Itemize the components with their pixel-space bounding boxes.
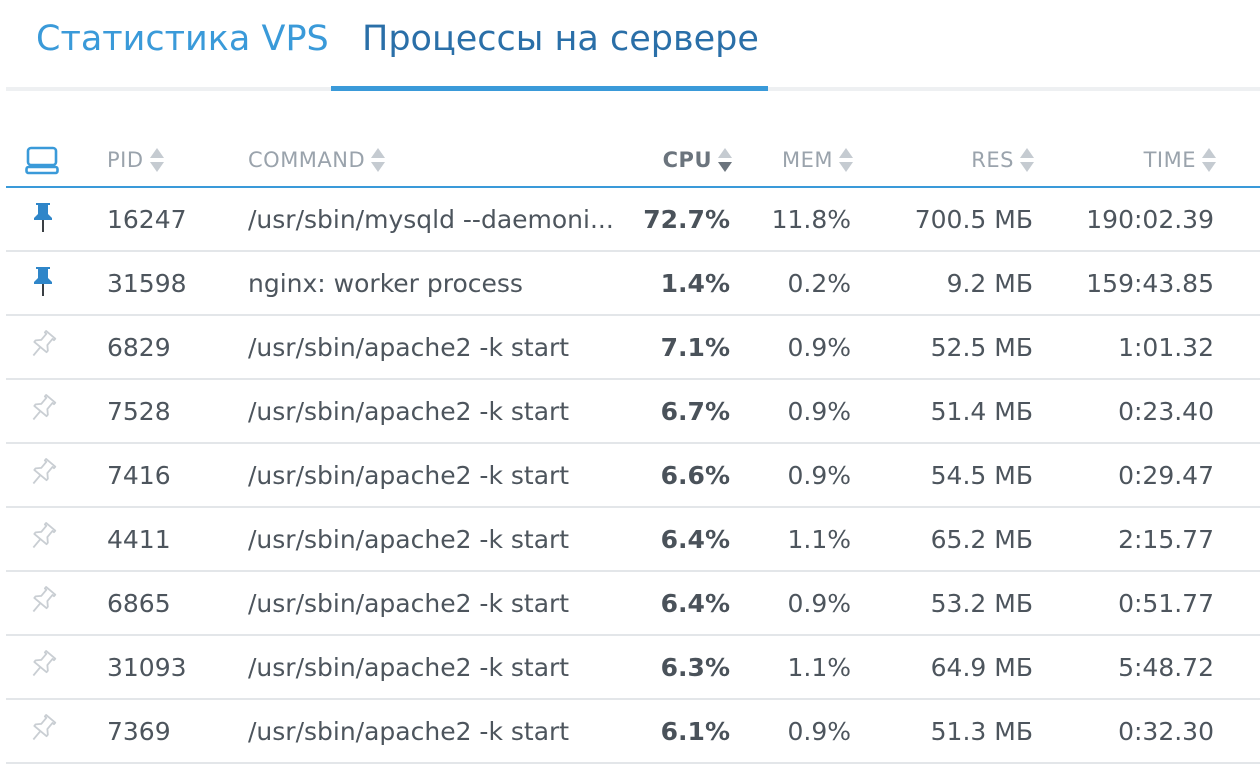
cell-mem: 0.9% bbox=[787, 333, 851, 362]
cell-pid: 16247 bbox=[107, 205, 187, 234]
cell-cpu: 6.4% bbox=[660, 525, 730, 554]
column-header-mem[interactable]: MEM bbox=[782, 146, 853, 174]
cell-mem: 0.9% bbox=[787, 717, 851, 746]
cell-time: 0:29.47 bbox=[1118, 461, 1214, 490]
cell-time: 0:51.77 bbox=[1118, 589, 1214, 618]
column-header-pid[interactable]: PID bbox=[107, 146, 164, 174]
cell-time: 159:43.85 bbox=[1086, 269, 1214, 298]
column-header-res-label: RES bbox=[971, 148, 1014, 172]
cell-pid: 7528 bbox=[107, 397, 171, 426]
cell-res: 65.2 МБ bbox=[930, 525, 1033, 554]
cell-time: 5:48.72 bbox=[1118, 653, 1214, 682]
cell-res: 9.2 МБ bbox=[946, 269, 1033, 298]
cell-mem: 0.9% bbox=[787, 589, 851, 618]
table-row[interactable]: 4411/usr/sbin/apache2 -k start 6.4% 1.1% 65… bbox=[6, 508, 1260, 572]
cell-mem: 11.8% bbox=[771, 205, 851, 234]
cell-time: 190:02.39 bbox=[1086, 205, 1214, 234]
pin-filled-icon[interactable] bbox=[28, 264, 58, 300]
cell-mem: 0.2% bbox=[787, 269, 851, 298]
cell-cpu: 1.4% bbox=[660, 269, 730, 298]
pin-outline-icon[interactable] bbox=[28, 712, 58, 748]
sort-desc-icon bbox=[718, 147, 732, 173]
pin-outline-icon[interactable] bbox=[28, 648, 58, 684]
process-table-body: 16247/usr/sbin/mysqld --daemoni... 72.7% 1… bbox=[6, 188, 1260, 764]
cell-mem: 1.1% bbox=[787, 653, 851, 682]
cell-time: 2:15.77 bbox=[1118, 525, 1214, 554]
active-tab-indicator bbox=[331, 86, 768, 91]
pin-outline-icon[interactable] bbox=[28, 520, 58, 556]
column-header-command-label: COMMAND bbox=[248, 148, 366, 172]
pin-outline-icon[interactable] bbox=[28, 328, 58, 364]
column-header-time-label: TIME bbox=[1143, 148, 1196, 172]
table-row[interactable]: 31093/usr/sbin/apache2 -k start 6.3% 1.1% 6… bbox=[6, 636, 1260, 700]
cell-pid: 6829 bbox=[107, 333, 171, 362]
cell-mem: 0.9% bbox=[787, 461, 851, 490]
cell-pid: 7416 bbox=[107, 461, 171, 490]
sort-arrows-icon bbox=[371, 147, 386, 173]
column-header-mem-label: MEM bbox=[781, 148, 833, 172]
cell-command: /usr/sbin/apache2 -k start bbox=[248, 397, 570, 426]
table-header: PID COMMAND CPU MEM RES TIME bbox=[6, 128, 1260, 186]
cell-command: /usr/sbin/apache2 -k start bbox=[248, 525, 570, 554]
cell-pid: 6865 bbox=[107, 589, 171, 618]
cell-command: /usr/sbin/apache2 -k start bbox=[248, 589, 570, 618]
table-row[interactable]: 7528/usr/sbin/apache2 -k start 6.7% 0.9% 51… bbox=[6, 380, 1260, 444]
cell-time: 0:23.40 bbox=[1118, 397, 1214, 426]
column-header-command[interactable]: COMMAND bbox=[248, 146, 618, 174]
cell-res: 51.3 МБ bbox=[930, 717, 1033, 746]
cell-command: /usr/sbin/mysqld --daemoni... bbox=[248, 205, 614, 234]
table-row[interactable]: 7369/usr/sbin/apache2 -k start 6.1% 0.9% 51… bbox=[6, 700, 1260, 764]
table-row[interactable]: 31598 nginx: worker process 1.4% 0.2% 9.2 МБ… bbox=[6, 252, 1260, 316]
tab-bar: Статистика VPS Процессы на сервере bbox=[6, 0, 1260, 91]
cell-time: 0:32.30 bbox=[1118, 717, 1214, 746]
cell-command: /usr/sbin/apache2 -k start bbox=[248, 653, 570, 682]
cell-pid: 7369 bbox=[107, 717, 171, 746]
cell-cpu: 6.3% bbox=[660, 653, 730, 682]
column-header-res[interactable]: RES bbox=[971, 146, 1034, 174]
cell-command: /usr/sbin/apache2 -k start bbox=[248, 461, 570, 490]
cell-command: nginx: worker process bbox=[248, 269, 523, 298]
cell-res: 54.5 МБ bbox=[930, 461, 1033, 490]
cell-cpu: 6.7% bbox=[660, 397, 730, 426]
monitor-icon[interactable] bbox=[25, 146, 59, 176]
pin-outline-icon[interactable] bbox=[28, 584, 58, 620]
tab-vps-stats[interactable]: Статистика VPS bbox=[36, 19, 329, 59]
cell-cpu: 6.6% bbox=[660, 461, 730, 490]
pin-outline-icon[interactable] bbox=[28, 456, 58, 492]
table-row[interactable]: 7416/usr/sbin/apache2 -k start 6.6% 0.9% 54… bbox=[6, 444, 1260, 508]
pin-filled-icon[interactable] bbox=[28, 200, 58, 236]
cell-cpu: 72.7% bbox=[643, 205, 730, 234]
column-header-cpu-label: CPU bbox=[662, 148, 712, 172]
column-header-cpu[interactable]: CPU bbox=[663, 146, 732, 174]
table-header-divider bbox=[6, 186, 1260, 188]
table-row[interactable]: 6829/usr/sbin/apache2 -k start 7.1% 0.9% 52… bbox=[6, 316, 1260, 380]
cell-res: 64.9 МБ bbox=[930, 653, 1033, 682]
sort-arrows-icon bbox=[1020, 147, 1034, 173]
cell-res: 53.2 МБ bbox=[930, 589, 1033, 618]
cell-pid: 31598 bbox=[107, 269, 187, 298]
cell-cpu: 6.1% bbox=[660, 717, 730, 746]
column-header-time[interactable]: TIME bbox=[1144, 146, 1216, 174]
tab-server-processes[interactable]: Процессы на сервере bbox=[362, 19, 759, 59]
cell-mem: 0.9% bbox=[787, 397, 851, 426]
pin-outline-icon[interactable] bbox=[28, 392, 58, 428]
cell-res: 700.5 МБ bbox=[914, 205, 1033, 234]
column-header-pid-label: PID bbox=[107, 148, 144, 172]
cell-res: 52.5 МБ bbox=[930, 333, 1033, 362]
table-row[interactable]: 6865/usr/sbin/apache2 -k start 6.4% 0.9% 53… bbox=[6, 572, 1260, 636]
cell-command: /usr/sbin/apache2 -k start bbox=[248, 717, 570, 746]
sort-arrows-icon bbox=[839, 147, 853, 173]
cell-pid: 4411 bbox=[107, 525, 171, 554]
sort-arrows-icon bbox=[1202, 147, 1216, 173]
cell-mem: 1.1% bbox=[787, 525, 851, 554]
table-row[interactable]: 16247/usr/sbin/mysqld --daemoni... 72.7% 1… bbox=[6, 188, 1260, 252]
cell-pid: 31093 bbox=[107, 653, 187, 682]
cell-command: /usr/sbin/apache2 -k start bbox=[248, 333, 570, 362]
cell-time: 1:01.32 bbox=[1118, 333, 1214, 362]
cell-cpu: 6.4% bbox=[660, 589, 730, 618]
cell-cpu: 7.1% bbox=[660, 333, 730, 362]
cell-res: 51.4 МБ bbox=[930, 397, 1033, 426]
sort-arrows-icon bbox=[149, 147, 164, 173]
